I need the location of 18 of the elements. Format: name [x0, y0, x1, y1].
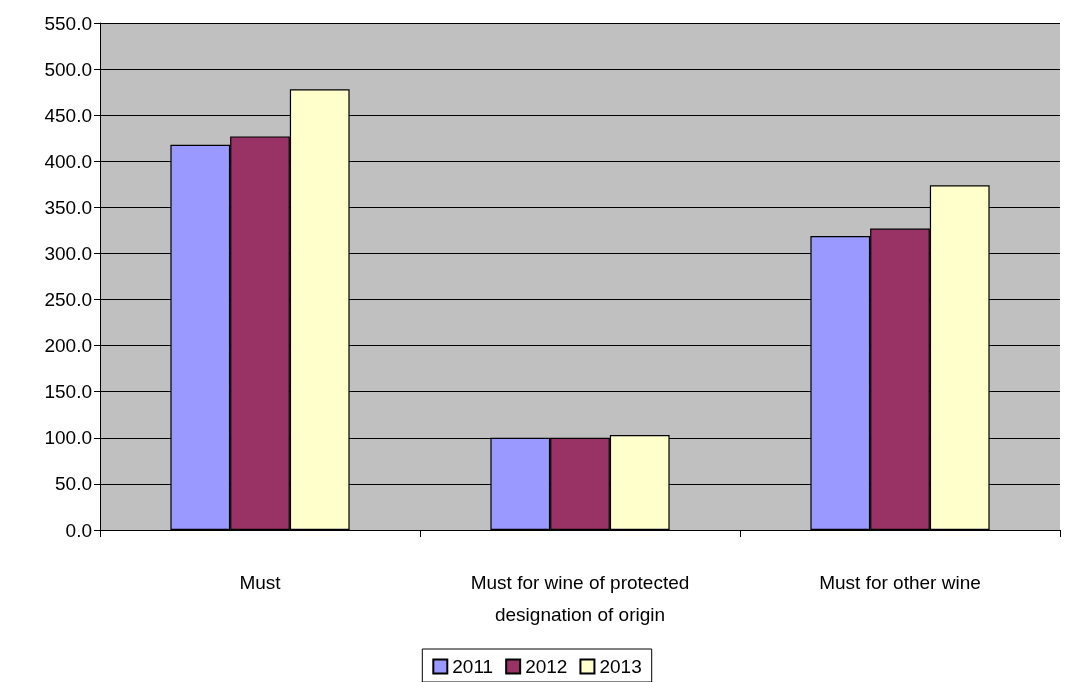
y-tick-label: 300.0: [44, 242, 92, 264]
y-tick-label: 150.0: [44, 381, 92, 403]
y-tick-label: 50.0: [55, 473, 92, 495]
y-tick-label: 200.0: [44, 335, 92, 357]
x-tick-label: Must: [239, 571, 282, 593]
legend-label: 2012: [525, 656, 568, 677]
y-tick-label: 250.0: [44, 289, 92, 311]
y-tick-label: 500.0: [44, 58, 92, 80]
legend-label: 2011: [452, 656, 494, 677]
y-tick-label: 550.0: [44, 12, 92, 34]
y-tick-label: 100.0: [44, 427, 92, 449]
x-tick-label: Must for wine of protected designation of origin: [470, 571, 690, 625]
x-tick-label: Must for other wine: [819, 571, 981, 593]
y-tick-label: 0.0: [65, 519, 92, 541]
y-tick-label: 450.0: [44, 104, 92, 126]
y-tick-label: 350.0: [44, 196, 92, 218]
legend-label: 2013: [599, 656, 642, 677]
y-tick-label: 400.0: [44, 150, 92, 172]
